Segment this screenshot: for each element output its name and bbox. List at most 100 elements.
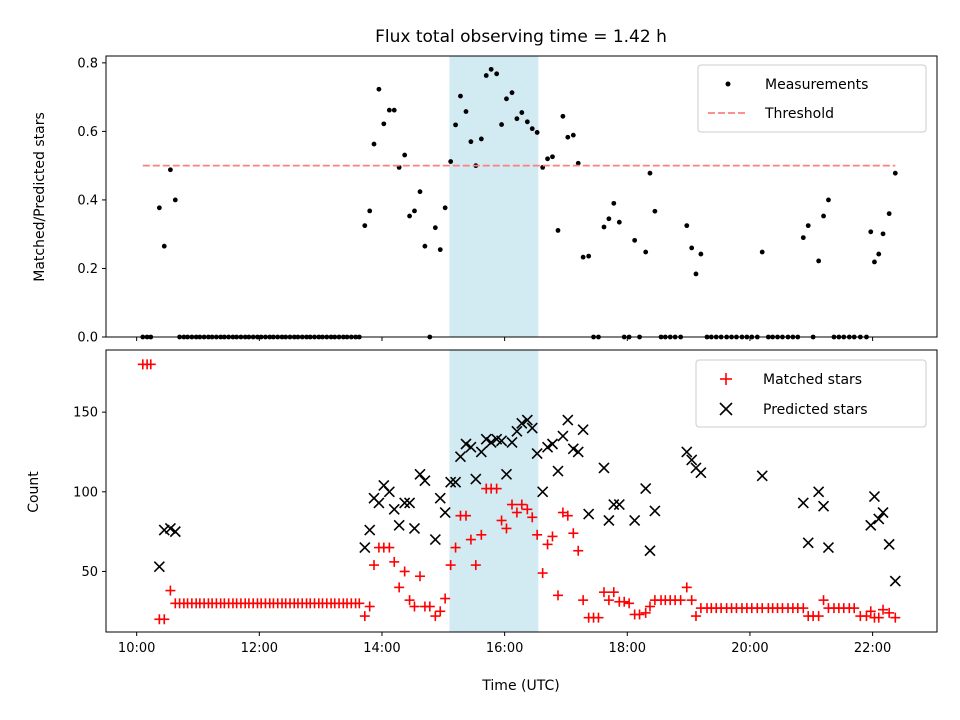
matched-stars-point	[562, 510, 573, 521]
matched-stars-point	[424, 601, 435, 612]
x-tick-label: 10:00	[118, 641, 155, 656]
matched-stars-point	[537, 568, 548, 579]
matched-stars-point	[527, 512, 538, 523]
y-tick-label: 50	[81, 565, 98, 580]
matched-stars-point	[384, 542, 395, 553]
matched-stars-point	[409, 601, 420, 612]
matched-stars-point	[369, 560, 380, 571]
measurements-point	[468, 139, 474, 145]
matched-stars-point	[430, 611, 441, 622]
matched-stars-point	[624, 598, 635, 609]
top-shaded-span	[449, 56, 539, 337]
predicted-stars-point	[516, 417, 528, 429]
predicted-stars-point	[445, 476, 457, 488]
matched-stars-point	[640, 607, 651, 618]
matched-stars-point	[145, 359, 156, 370]
matched-stars-point	[506, 499, 517, 510]
predicted-stars-point	[450, 476, 462, 488]
matched-stars-point	[873, 612, 884, 623]
measurements-point	[872, 259, 877, 265]
measurements-point	[524, 119, 530, 125]
matched-stars-point	[532, 529, 543, 540]
matched-stars-point	[598, 587, 609, 598]
measurements-point	[580, 254, 586, 260]
y-tick-label: 0.0	[77, 331, 98, 346]
matched-stars-point	[686, 595, 697, 606]
bottom-x-axis: 10:00 12:00 14:00 16:00 18:00 20:00 22:00	[118, 632, 891, 656]
matched-stars-point	[675, 595, 686, 606]
predicted-stars-point	[470, 473, 482, 485]
predicted-stars-point	[373, 497, 385, 509]
matched-stars-point	[578, 595, 589, 606]
predicted-stars-point	[567, 443, 579, 455]
measurements-point	[821, 213, 826, 219]
matched-stars-point	[568, 528, 579, 539]
bottom-legend-box	[695, 359, 927, 428]
legend-measurements-marker	[725, 81, 731, 87]
matched-stars-point	[450, 542, 461, 553]
matched-stars-point	[496, 515, 507, 526]
y-tick-label: 0.6	[77, 125, 98, 140]
predicted-stars-point	[408, 522, 421, 535]
matched-stars-point	[634, 609, 645, 620]
predicted-stars-point	[644, 545, 656, 557]
measurements-point	[483, 73, 489, 78]
matched-stars-point	[522, 504, 533, 515]
predicted-stars-point	[480, 433, 492, 445]
predicted-stars-point	[169, 526, 181, 538]
predicted-stars-point	[889, 575, 901, 587]
predicted-stars-point	[434, 492, 446, 504]
top-y-axis-label: Matched/Predicted stars	[32, 112, 48, 282]
matched-stars-point	[681, 582, 692, 593]
x-tick-label: 14:00	[363, 641, 400, 656]
matched-stars-point	[818, 595, 829, 606]
predicted-stars-point	[802, 537, 814, 549]
matched-stars-point	[813, 611, 824, 622]
matched-stars-point	[445, 560, 456, 571]
matched-stars-point	[394, 582, 405, 593]
predicted-stars-point	[756, 470, 768, 482]
matched-stars-point	[476, 529, 487, 540]
legend-threshold-label: Threshold	[764, 106, 834, 122]
matched-stars-point	[415, 571, 426, 582]
measurements-point	[550, 154, 555, 160]
x-tick-label: 16:00	[486, 641, 523, 656]
y-tick-label: 0.2	[77, 262, 98, 277]
legend-matched-label: Matched stars	[763, 372, 862, 388]
measurements-point	[616, 219, 622, 225]
top-x-ticks	[136, 337, 874, 341]
predicted-stars-point	[404, 497, 416, 509]
predicted-stars-point	[439, 506, 451, 519]
predicted-stars-point	[399, 497, 411, 509]
predicted-stars-point	[359, 541, 371, 554]
predicted-stars-point	[388, 503, 400, 515]
measurements-point	[172, 197, 178, 203]
matched-stars-point	[608, 587, 619, 598]
measurements-point	[689, 245, 695, 251]
measurements-point	[693, 271, 699, 277]
matched-stars-point	[404, 595, 415, 606]
measurements-point	[632, 237, 638, 243]
predicted-stars-point	[465, 441, 477, 453]
predicted-stars-point	[383, 486, 395, 498]
measurements-point	[575, 160, 581, 166]
predicted-stars-point	[546, 438, 559, 450]
measurements-point	[362, 223, 368, 229]
measurements-point	[892, 170, 898, 176]
predicted-stars-point	[429, 534, 441, 546]
measurements-point	[570, 132, 576, 138]
predicted-stars-point	[883, 538, 895, 550]
predicted-stars-point	[877, 506, 889, 519]
matched-stars-point	[359, 611, 370, 622]
predicted-stars-point	[640, 483, 652, 495]
x-tick-label: 20:00	[731, 641, 768, 656]
top-legend: Measurements Threshold	[697, 64, 927, 133]
matched-stars-point	[501, 523, 512, 534]
predicted-stars-point	[822, 541, 835, 554]
top-panel-frame	[105, 55, 938, 338]
measurements-point	[800, 235, 806, 241]
measurements-point	[560, 113, 566, 119]
matched-stars-point	[865, 606, 876, 617]
chart-title: Flux total observing time = 1.42 h	[375, 27, 667, 47]
predicted-stars-point	[562, 414, 574, 426]
